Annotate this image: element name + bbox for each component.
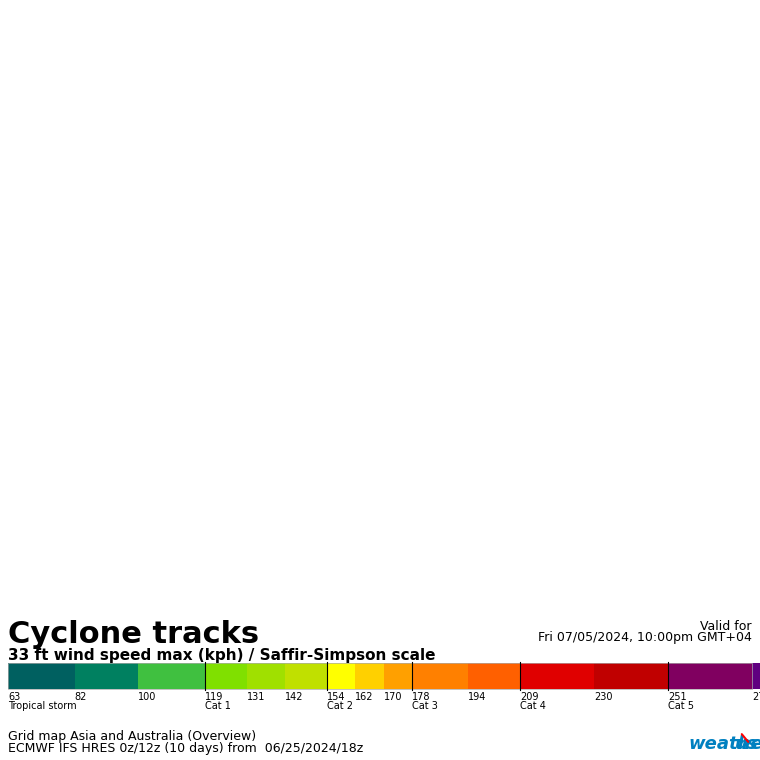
Text: 194: 194 — [467, 692, 486, 702]
Bar — [384, 663, 412, 689]
Bar — [668, 663, 752, 689]
Bar — [356, 663, 384, 689]
Text: Tropical storm: Tropical storm — [8, 701, 77, 711]
Text: 230: 230 — [594, 692, 613, 702]
Text: 131: 131 — [247, 692, 265, 702]
Text: 142: 142 — [285, 692, 304, 702]
Bar — [594, 663, 668, 689]
Text: Cat 4: Cat 4 — [521, 701, 546, 711]
Text: Cat 3: Cat 3 — [412, 701, 438, 711]
Text: 162: 162 — [356, 692, 374, 702]
Text: 275: 275 — [752, 692, 760, 702]
Bar — [521, 663, 594, 689]
Text: Valid for: Valid for — [701, 620, 752, 633]
Bar — [752, 663, 760, 689]
Bar — [8, 663, 74, 689]
Text: 170: 170 — [384, 692, 402, 702]
Bar — [412, 663, 467, 689]
Bar — [285, 663, 328, 689]
Text: This service is based on data and products of the European Centre for Medium-ran: This service is based on data and produc… — [6, 5, 564, 15]
Text: 33 ft wind speed max (kph) / Saffir-Simpson scale: 33 ft wind speed max (kph) / Saffir-Simp… — [8, 648, 435, 663]
Text: 82: 82 — [74, 692, 87, 702]
Text: 209: 209 — [521, 692, 539, 702]
Text: Fri 07/05/2024, 10:00pm GMT+04: Fri 07/05/2024, 10:00pm GMT+04 — [538, 631, 752, 644]
Text: 154: 154 — [328, 692, 346, 702]
Bar — [247, 663, 285, 689]
Text: 63: 63 — [8, 692, 21, 702]
Text: 178: 178 — [412, 692, 430, 702]
Text: Grid map Asia and Australia (Overview): Grid map Asia and Australia (Overview) — [8, 730, 256, 743]
Text: 100: 100 — [138, 692, 157, 702]
Bar — [467, 663, 521, 689]
Text: us: us — [735, 735, 758, 753]
Text: Cat 5: Cat 5 — [668, 701, 694, 711]
Text: ECMWF IFS HRES 0z/12z (10 days) from  06/25/2024/18z: ECMWF IFS HRES 0z/12z (10 days) from 06/… — [8, 742, 363, 755]
Text: 251: 251 — [668, 692, 686, 702]
Text: 119: 119 — [204, 692, 223, 702]
Bar — [74, 663, 138, 689]
Text: weather.: weather. — [688, 735, 760, 753]
Text: Cat 2: Cat 2 — [328, 701, 353, 711]
Bar — [204, 663, 247, 689]
Text: (Map unavailable – cartopy not installed): (Map unavailable – cartopy not installed… — [238, 311, 522, 325]
Bar — [328, 663, 356, 689]
Bar — [138, 663, 204, 689]
Text: Cat 1: Cat 1 — [204, 701, 230, 711]
Bar — [8, 663, 752, 689]
Text: Cyclone tracks: Cyclone tracks — [8, 620, 259, 649]
